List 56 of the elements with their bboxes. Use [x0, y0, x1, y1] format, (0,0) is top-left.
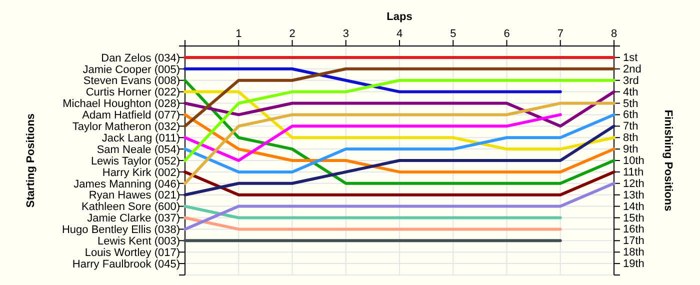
line-series — [184, 78, 616, 185]
y-tick-label: 1st — [623, 52, 638, 64]
y-tick-label: 10th — [623, 155, 644, 168]
y-tick-label: 18th — [623, 246, 644, 259]
text: Louis Wortley (017) — [84, 246, 180, 259]
text: Harry Faulbrook (045) — [72, 258, 180, 270]
text: Jamie Clarke (037) — [87, 212, 180, 225]
line-series — [184, 124, 616, 196]
text: Michael Houghton (028) — [62, 98, 180, 110]
text: Taylor Matheron (032) — [72, 121, 180, 133]
x-tick-label: 1 — [236, 28, 242, 40]
text: Hugo Bentley Ellis (038) — [62, 224, 180, 236]
y-tick-label: 5th — [623, 98, 638, 110]
y-tick-label: 4th — [623, 86, 638, 98]
y-tick-label: 14th — [623, 200, 644, 213]
text: Kathleen Sore (600) — [82, 201, 180, 214]
y-axis-title: Finishing Positions — [662, 110, 674, 212]
y-tick-label: 8th — [623, 132, 638, 144]
y-tick-label: 17th — [623, 235, 644, 248]
text: Dan Zelos (034) — [101, 52, 180, 64]
text: Curtis Horner (022) — [86, 86, 180, 99]
y-tick-label: 19th — [623, 258, 644, 270]
y-tick-label: 9th — [623, 144, 638, 156]
text: Jack Lang (011) — [102, 132, 180, 144]
x-axis-title: Laps — [386, 11, 412, 23]
y-tick-label: 15th — [623, 212, 644, 224]
y-tick-label: 2nd — [623, 63, 642, 76]
line-series — [184, 90, 616, 128]
text: Jamie Cooper (005) — [82, 64, 180, 76]
y-tick-label: 6th — [623, 109, 638, 122]
line-series — [184, 102, 616, 185]
x-tick-label: 4 — [396, 28, 403, 40]
text: Harry Kirk (002) — [102, 166, 180, 179]
text: Lewis Taylor (052) — [90, 155, 180, 168]
y-tick-label: 3rd — [623, 74, 639, 87]
x-tick-label: 7 — [557, 28, 564, 40]
line-series — [184, 113, 616, 174]
text: James Manning (046) — [74, 178, 180, 190]
text: Sam Neale (054) — [96, 144, 180, 156]
x-tick-label: 2 — [289, 28, 296, 40]
x-tick-label: 5 — [450, 28, 456, 40]
line-series — [184, 113, 562, 162]
y-tick-label: 11th — [623, 166, 644, 178]
y-tick-label: 7th — [623, 120, 638, 133]
y-tick-label: 16th — [623, 224, 644, 236]
text: Starting Positions — [25, 113, 37, 208]
text: Steven Evans (008) — [83, 75, 180, 88]
x-tick-label: 6 — [504, 28, 510, 40]
line-series — [184, 78, 616, 162]
text: Adam Hatfield (077) — [82, 110, 180, 122]
text: Lewis Kent (003) — [97, 236, 180, 248]
y-tick-label: 13th — [623, 189, 644, 202]
text: Ryan Hawes (021) — [88, 190, 180, 202]
x-tick-label: 3 — [342, 28, 349, 40]
y-tick-label: 12th — [623, 178, 644, 190]
x-tick-label: 8 — [610, 28, 618, 40]
